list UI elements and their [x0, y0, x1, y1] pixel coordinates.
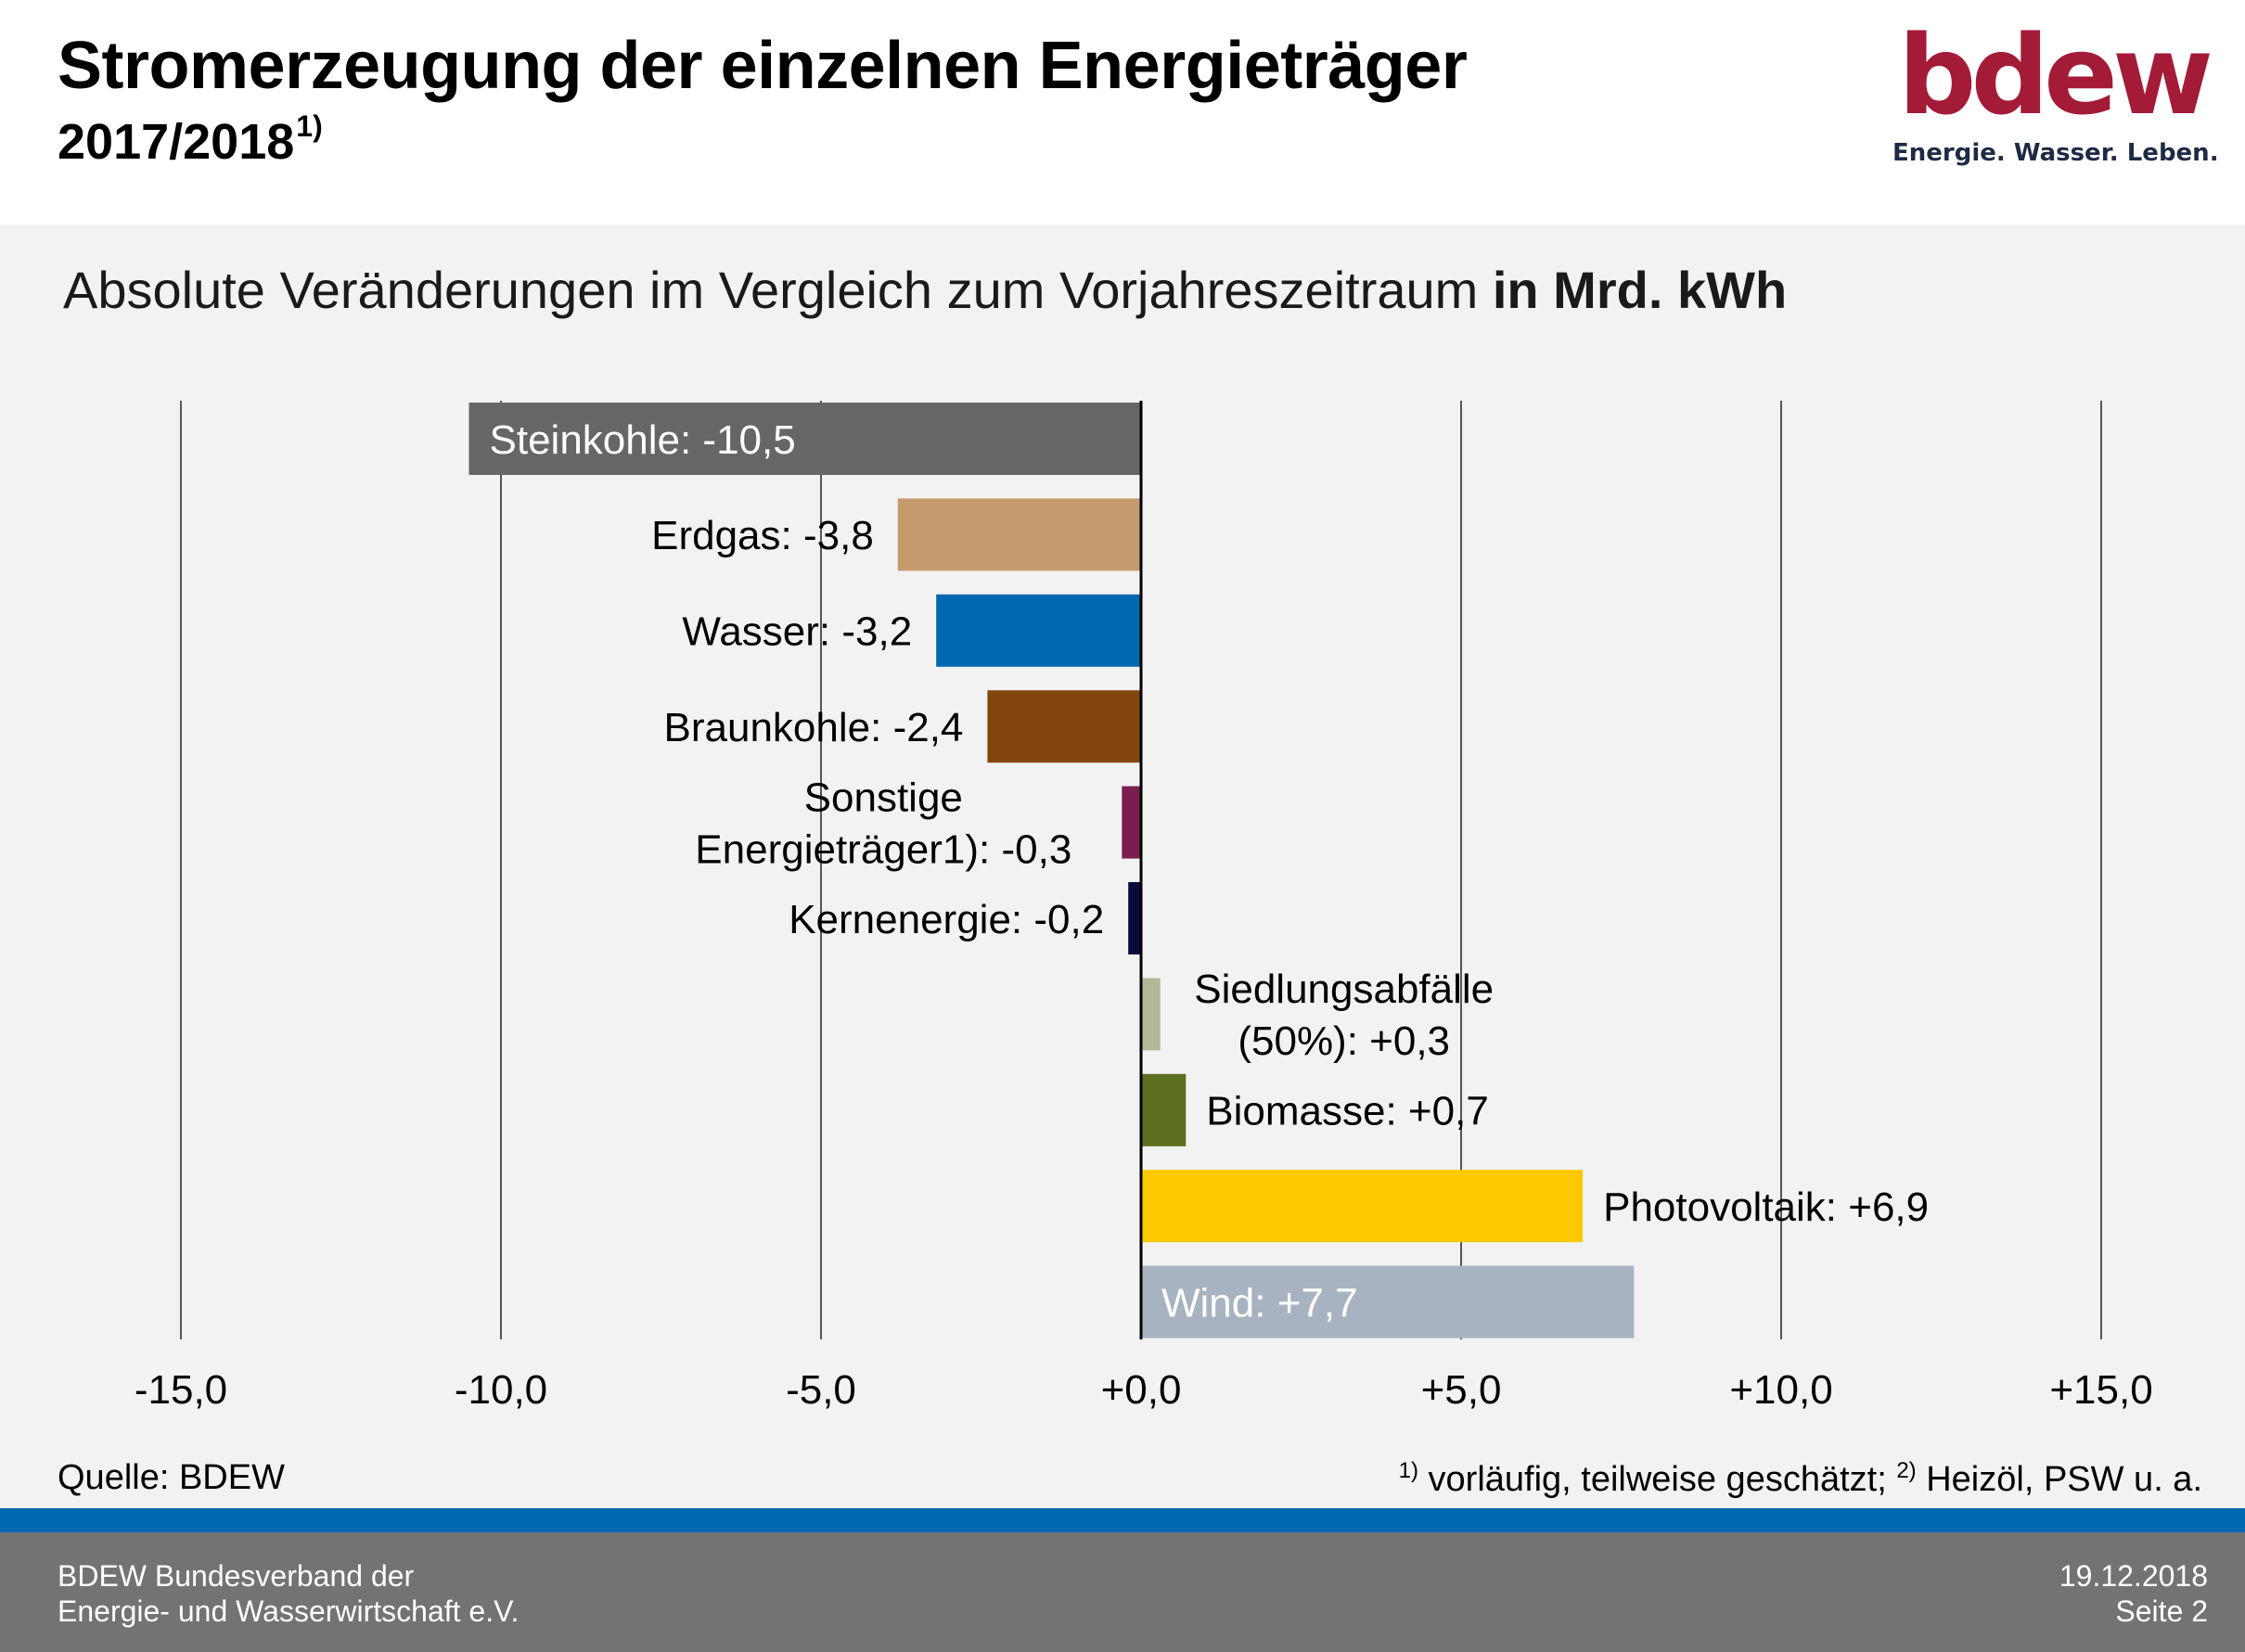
bar-0	[468, 403, 1141, 475]
bar-6	[1141, 978, 1161, 1051]
bar-5	[1128, 882, 1141, 954]
bar-9	[1141, 1265, 1635, 1338]
bar-label-2: Wasser: -3,2	[682, 609, 912, 655]
footnote-text-2: Heizöl, PSW u. a.	[1916, 1460, 2202, 1499]
bar-2	[936, 594, 1141, 667]
chart-caption: Absolute Veränderungen im Vergleich zum …	[63, 260, 1787, 320]
bar-label-line-6-0: Siedlungsabfälle	[1194, 967, 1494, 1012]
footnote-mark-2: 2)	[1896, 1458, 1917, 1483]
grid-lines	[180, 401, 2102, 1339]
caption-text: Absolute Veränderungen im Vergleich zum …	[63, 261, 1493, 319]
bar-label-line-4-0: Sonstige	[804, 775, 963, 820]
bar-label-4: Sonstige Energieträger1): -0,3	[695, 775, 1071, 872]
bar-8	[1141, 1170, 1584, 1243]
footer-page-number: Seite 2	[2115, 1594, 2208, 1628]
x-tick-label-2: -5,0	[786, 1367, 856, 1413]
bar-3	[987, 690, 1141, 763]
footer: BDEW Bundesverband der Energie- und Wass…	[0, 1532, 2245, 1652]
bar-label-8: Photovoltaik: +6,9	[1603, 1185, 1929, 1230]
bar-label-line-4-1: Energieträger1): -0,3	[695, 826, 1071, 872]
subtitle-text: 2017/2018	[58, 114, 295, 170]
x-tick-label-3: +0,0	[1101, 1367, 1182, 1413]
bar-7	[1141, 1073, 1187, 1146]
bar-label-6: Siedlungsabfälle (50%): +0,3	[1194, 967, 1494, 1064]
footer-accent-band	[0, 1508, 2245, 1532]
logo-tagline: Energie. Wasser. Leben.	[1892, 139, 2219, 167]
logo-wordmark: bdew	[1898, 11, 2213, 139]
page-subtitle: 2017/20181)	[58, 109, 323, 171]
x-tick-label-6: +15,0	[2049, 1367, 2152, 1413]
footnote-text-1: vorläufig, teilweise geschätzt;	[1418, 1460, 1897, 1499]
footer-date: 19.12.2018	[2059, 1559, 2208, 1593]
bar-label-0: Steinkohle: -10,5	[490, 417, 796, 463]
bar-label-line-6-1: (50%): +0,3	[1238, 1018, 1450, 1064]
bar-4	[1122, 786, 1141, 859]
bar-labels: Steinkohle: -10,5 Erdgas: -3,8 Wasser: -3,…	[490, 417, 1930, 1326]
x-tick-label-1: -10,0	[455, 1367, 547, 1413]
x-tick-label-0: -15,0	[135, 1367, 227, 1413]
subtitle-footnote-mark: 1)	[296, 109, 323, 143]
x-tick-labels: -15,0 -10,0 -5,0 +0,0 +5,0 +10,0 +15,0	[135, 1367, 2153, 1413]
bar-label-9: Wind: +7,7	[1161, 1280, 1358, 1325]
bar-label-5: Kernenergie: -0,2	[789, 897, 1104, 942]
x-tick-label-4: +5,0	[1421, 1367, 1502, 1413]
bdew-logo: bdew Energie. Wasser. Leben.	[1892, 11, 2219, 169]
page-title: Stromerzeugung der einzelnen Energieträg…	[58, 29, 1468, 103]
footer-org-line2: Energie- und Wasserwirtschaft e.V.	[58, 1594, 520, 1628]
bar-1	[897, 498, 1141, 571]
footnote: 1) vorläufig, teilweise geschätzt; 2) He…	[1399, 1458, 2202, 1500]
header: Stromerzeugung der einzelnen Energieträg…	[0, 0, 2245, 224]
bar-label-7: Biomasse: +0,7	[1206, 1089, 1489, 1134]
x-tick-label-5: +10,0	[1729, 1367, 1832, 1413]
bar-label-3: Braunkohle: -2,4	[664, 705, 964, 750]
caption-unit: in Mrd. kWh	[1492, 261, 1788, 319]
bar-label-1: Erdgas: -3,8	[651, 513, 874, 558]
footnote-mark-1: 1)	[1398, 1458, 1418, 1483]
footer-org-line1: BDEW Bundesverband der	[58, 1559, 415, 1593]
bars	[468, 403, 1635, 1338]
source-note: Quelle: BDEW	[58, 1458, 285, 1497]
